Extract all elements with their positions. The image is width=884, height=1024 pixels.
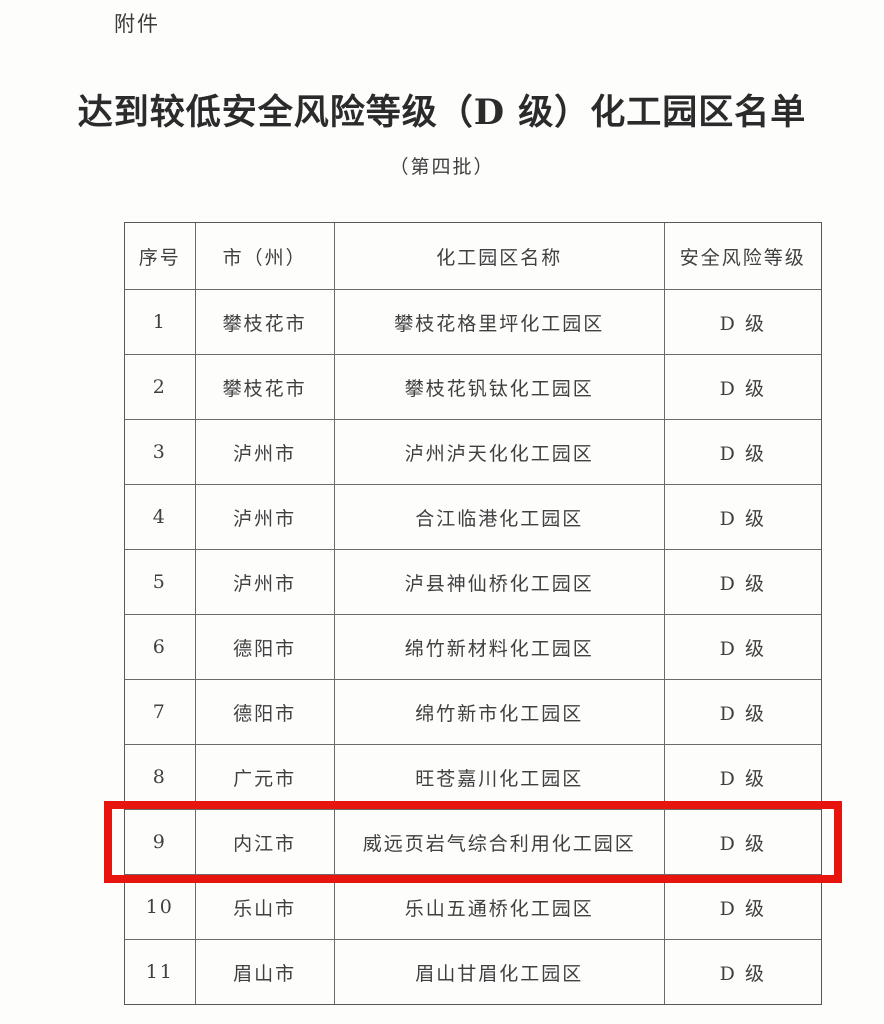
table-row: 11 眉山市 眉山甘眉化工园区 D 级 bbox=[125, 939, 821, 1004]
cell-city: 眉山市 bbox=[194, 940, 334, 1004]
cell-risk-level: D 级 bbox=[663, 680, 821, 744]
cell-serial: 9 bbox=[152, 831, 167, 853]
cell-serial: 6 bbox=[152, 636, 167, 658]
table-row: 10 乐山市 乐山五通桥化工园区 D 级 bbox=[125, 874, 821, 939]
cell-risk-level: D 级 bbox=[663, 810, 821, 874]
cell-park-name: 泸州泸天化化工园区 bbox=[333, 420, 664, 484]
parks-table: 序号 市（州） 化工园区名称 安全风险等级 1 攀枝花市 攀枝花格里坪化工园区 … bbox=[104, 222, 842, 1005]
cell-risk-level: D 级 bbox=[663, 420, 821, 484]
table-body: 1 攀枝花市 攀枝花格里坪化工园区 D 级 2 攀枝花市 攀枝花钒钛化工园区 D… bbox=[104, 289, 842, 1004]
cell-park-name: 乐山五通桥化工园区 bbox=[333, 875, 664, 939]
table-row: 9 内江市 威远页岩气综合利用化工园区 D 级 bbox=[104, 801, 842, 883]
cell-serial: 10 bbox=[145, 896, 174, 918]
cell-serial: 1 bbox=[152, 311, 167, 333]
table-row: 4 泸州市 合江临港化工园区 D 级 bbox=[125, 484, 821, 549]
document-title: 达到较低安全风险等级（D 级）化工园区名单 bbox=[77, 92, 807, 133]
cell-risk-level: D 级 bbox=[663, 940, 821, 1004]
cell-city: 德阳市 bbox=[194, 680, 334, 744]
table-header-row: 序号 市（州） 化工园区名称 安全风险等级 bbox=[125, 223, 821, 289]
document-subtitle: （第四批） bbox=[389, 156, 495, 178]
cell-city: 攀枝花市 bbox=[194, 355, 334, 419]
table-row: 2 攀枝花市 攀枝花钒钛化工园区 D 级 bbox=[125, 354, 821, 419]
cell-park-name: 泸县神仙桥化工园区 bbox=[333, 550, 664, 614]
cell-risk-level: D 级 bbox=[663, 485, 821, 549]
table-row: 1 攀枝花市 攀枝花格里坪化工园区 D 级 bbox=[125, 289, 821, 354]
table-row: 5 泸州市 泸县神仙桥化工园区 D 级 bbox=[125, 549, 821, 614]
table-row: 8 广元市 旺苍嘉川化工园区 D 级 bbox=[125, 744, 821, 809]
header-cell-park-name: 化工园区名称 bbox=[333, 223, 664, 289]
cell-city: 德阳市 bbox=[194, 615, 334, 679]
cell-risk-level: D 级 bbox=[663, 875, 821, 939]
cell-risk-level: D 级 bbox=[663, 615, 821, 679]
cell-serial: 8 bbox=[152, 766, 167, 788]
cell-risk-level: D 级 bbox=[663, 745, 821, 809]
cell-park-name: 绵竹新市化工园区 bbox=[333, 680, 664, 744]
cell-risk-level: D 级 bbox=[663, 550, 821, 614]
cell-city: 泸州市 bbox=[194, 485, 334, 549]
cell-park-name: 绵竹新材料化工园区 bbox=[333, 615, 664, 679]
cell-city: 内江市 bbox=[194, 810, 334, 874]
cell-serial: 7 bbox=[152, 701, 167, 723]
table-row: 6 德阳市 绵竹新材料化工园区 D 级 bbox=[125, 614, 821, 679]
cell-serial: 3 bbox=[152, 441, 167, 463]
cell-city: 泸州市 bbox=[194, 420, 334, 484]
cell-city: 乐山市 bbox=[194, 875, 334, 939]
attachment-label: 附件 bbox=[114, 12, 160, 36]
cell-risk-level: D 级 bbox=[663, 355, 821, 419]
cell-serial: 5 bbox=[152, 571, 167, 593]
cell-park-name: 威远页岩气综合利用化工园区 bbox=[333, 810, 664, 874]
cell-park-name: 合江临港化工园区 bbox=[333, 485, 664, 549]
cell-serial: 4 bbox=[152, 506, 167, 528]
cell-park-name: 攀枝花格里坪化工园区 bbox=[333, 290, 664, 354]
cell-risk-level: D 级 bbox=[663, 290, 821, 354]
header-cell-serial: 序号 bbox=[138, 247, 181, 269]
table-row: 7 德阳市 绵竹新市化工园区 D 级 bbox=[125, 679, 821, 744]
cell-serial: 11 bbox=[145, 961, 174, 983]
cell-park-name: 攀枝花钒钛化工园区 bbox=[333, 355, 664, 419]
header-cell-risk-level: 安全风险等级 bbox=[663, 223, 821, 289]
cell-serial: 2 bbox=[152, 376, 167, 398]
cell-city: 攀枝花市 bbox=[194, 290, 334, 354]
table-row: 3 泸州市 泸州泸天化化工园区 D 级 bbox=[125, 419, 821, 484]
cell-park-name: 眉山甘眉化工园区 bbox=[333, 940, 664, 1004]
cell-city: 广元市 bbox=[194, 745, 334, 809]
cell-city: 泸州市 bbox=[194, 550, 334, 614]
cell-park-name: 旺苍嘉川化工园区 bbox=[333, 745, 664, 809]
header-cell-city: 市（州） bbox=[194, 223, 334, 289]
